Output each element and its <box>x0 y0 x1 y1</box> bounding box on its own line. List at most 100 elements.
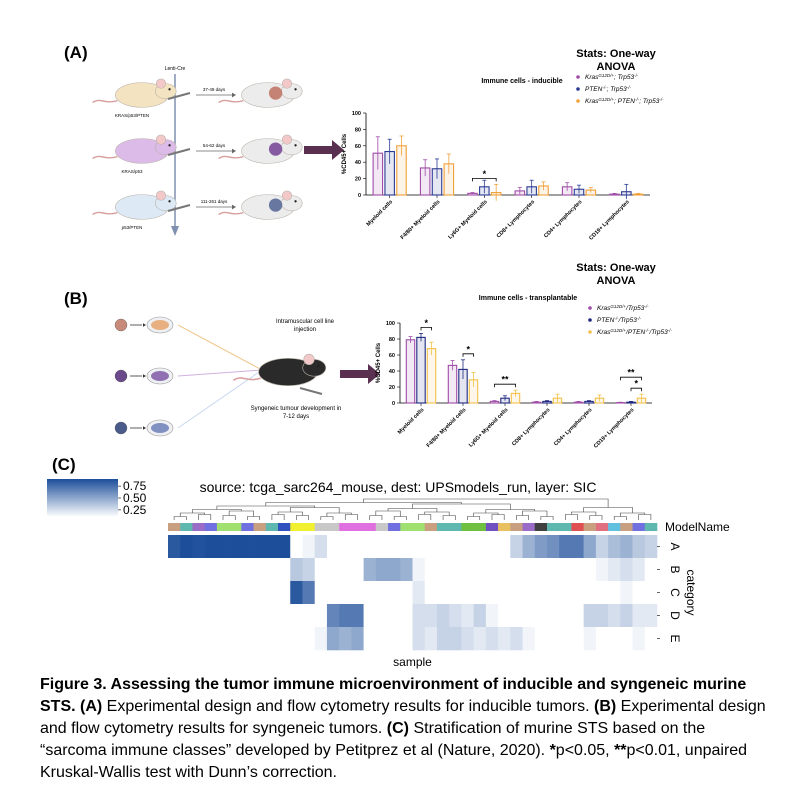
heatmap-cell <box>436 627 450 651</box>
row-label: A <box>668 542 682 550</box>
mouse-tail <box>232 377 261 382</box>
chart-title: Immune cells - transplantable <box>479 295 578 302</box>
dendrogram-link <box>363 498 609 508</box>
heatmap-cell <box>351 558 364 582</box>
heatmap-cell <box>351 604 364 628</box>
panel-label: (B) <box>64 289 88 308</box>
model-annotation <box>180 523 193 531</box>
outcome-label: Syngeneic tumour development in 7-12 day… <box>250 406 342 420</box>
model-annotation <box>436 523 450 531</box>
model-annotation <box>339 523 352 531</box>
cell <box>114 421 128 435</box>
latency-label: 111-261 days <box>201 199 228 204</box>
heatmap-cell <box>595 535 609 559</box>
heatmap-cell <box>314 535 328 559</box>
tumor <box>268 86 283 100</box>
arrow-head <box>232 204 236 210</box>
heatmap-cell <box>168 627 181 651</box>
row-label: E <box>668 634 682 642</box>
heatmap-cell <box>229 535 242 559</box>
heatmap-cell <box>204 535 218 559</box>
model-annotation <box>375 523 389 531</box>
dendrogram-link <box>565 514 578 520</box>
heatmap-cell <box>534 627 548 651</box>
dendrogram-link <box>277 511 303 516</box>
legend-label: KrasG12D/+; PTEN-/-; Trp53-/- <box>585 97 664 106</box>
model-annotation <box>412 523 426 531</box>
heatmap-cell <box>620 604 633 628</box>
y-tick-label: 60 <box>389 353 395 359</box>
caption-segment: * <box>549 742 556 759</box>
legend-label-part: G12D/+ <box>610 328 626 333</box>
dendrogram-link <box>467 516 481 520</box>
heatmap-cell <box>216 535 230 559</box>
legend-label-part: G12D/+ <box>598 97 614 102</box>
y-tick-label: 40 <box>355 160 361 166</box>
dendrogram-link <box>369 515 383 520</box>
row-label: D <box>668 611 682 620</box>
legend-label-part: /Trp53 <box>625 305 645 312</box>
model-annotation <box>632 523 646 531</box>
heatmap-cell <box>522 535 536 559</box>
heatmap-cell <box>400 535 413 559</box>
heatmap-cell <box>559 627 572 651</box>
heatmap-cell <box>180 558 193 582</box>
heatmap-cell <box>473 581 487 605</box>
heatmap-cell <box>400 581 413 605</box>
heatmap-cell <box>644 581 658 605</box>
heatmap-cell <box>412 581 426 605</box>
heatmap-cell <box>302 627 315 651</box>
y-tick-label: 80 <box>355 127 361 133</box>
heatmap-cell <box>278 627 291 651</box>
significance-bracket <box>420 327 432 331</box>
colorbar-tick-label: 0.75 <box>123 479 147 493</box>
heatmap-cell <box>229 581 242 605</box>
model-annotation <box>644 523 658 531</box>
arrow-head <box>143 426 146 430</box>
x-tick-label: Myeloid cells <box>397 407 425 435</box>
heatmap-cell <box>449 627 462 651</box>
heatmap-cell <box>510 558 523 582</box>
dendrogram-link <box>173 516 187 520</box>
legend-label-part: ; PTEN <box>614 98 635 105</box>
heatmap-cell <box>510 581 523 605</box>
heatmap-cell <box>485 627 499 651</box>
model-annotation <box>216 523 230 531</box>
injection-arrow-head <box>171 226 179 236</box>
mouse-illustration <box>218 190 303 220</box>
heatmap-cell <box>461 604 474 628</box>
heatmap-cell <box>290 535 303 559</box>
culture-cells <box>151 320 169 330</box>
significance-bracket <box>494 383 516 388</box>
significance-label: * <box>466 344 470 354</box>
caption-segment: (C) <box>386 720 410 737</box>
dendrogram-link <box>540 516 554 520</box>
dendrogram-link <box>613 516 627 520</box>
dendrogram-link <box>271 514 285 520</box>
dendrogram-link <box>387 508 438 512</box>
dendrogram-link <box>424 511 450 516</box>
model-annotation <box>326 523 340 531</box>
arrow-head <box>143 323 146 327</box>
heatmap-cell <box>326 627 340 651</box>
heatmap-cell <box>412 535 426 559</box>
legend-label-part: -/- <box>635 97 640 102</box>
arrow-head <box>232 92 236 98</box>
x-tick-label: CD8+ Lymphocytes <box>496 199 536 239</box>
heatmap-cell <box>436 581 450 605</box>
mouse-ear <box>281 134 293 145</box>
heatmap-cell <box>571 627 584 651</box>
heatmap-cell <box>522 558 536 582</box>
heatmap-cell <box>375 627 389 651</box>
heatmap-cell <box>583 535 597 559</box>
heatmap-cell <box>302 604 315 628</box>
dendrogram-link <box>320 516 334 520</box>
heatmap-cell <box>339 581 352 605</box>
heatmap-cell <box>510 535 523 559</box>
x-tick-label: CD19+ Lymphocytes <box>593 407 635 449</box>
heatmap-cell <box>278 604 291 628</box>
heatmap-cell <box>498 604 511 628</box>
legend-label-part: G12D/+ <box>610 304 626 309</box>
heatmap-cell <box>534 535 548 559</box>
